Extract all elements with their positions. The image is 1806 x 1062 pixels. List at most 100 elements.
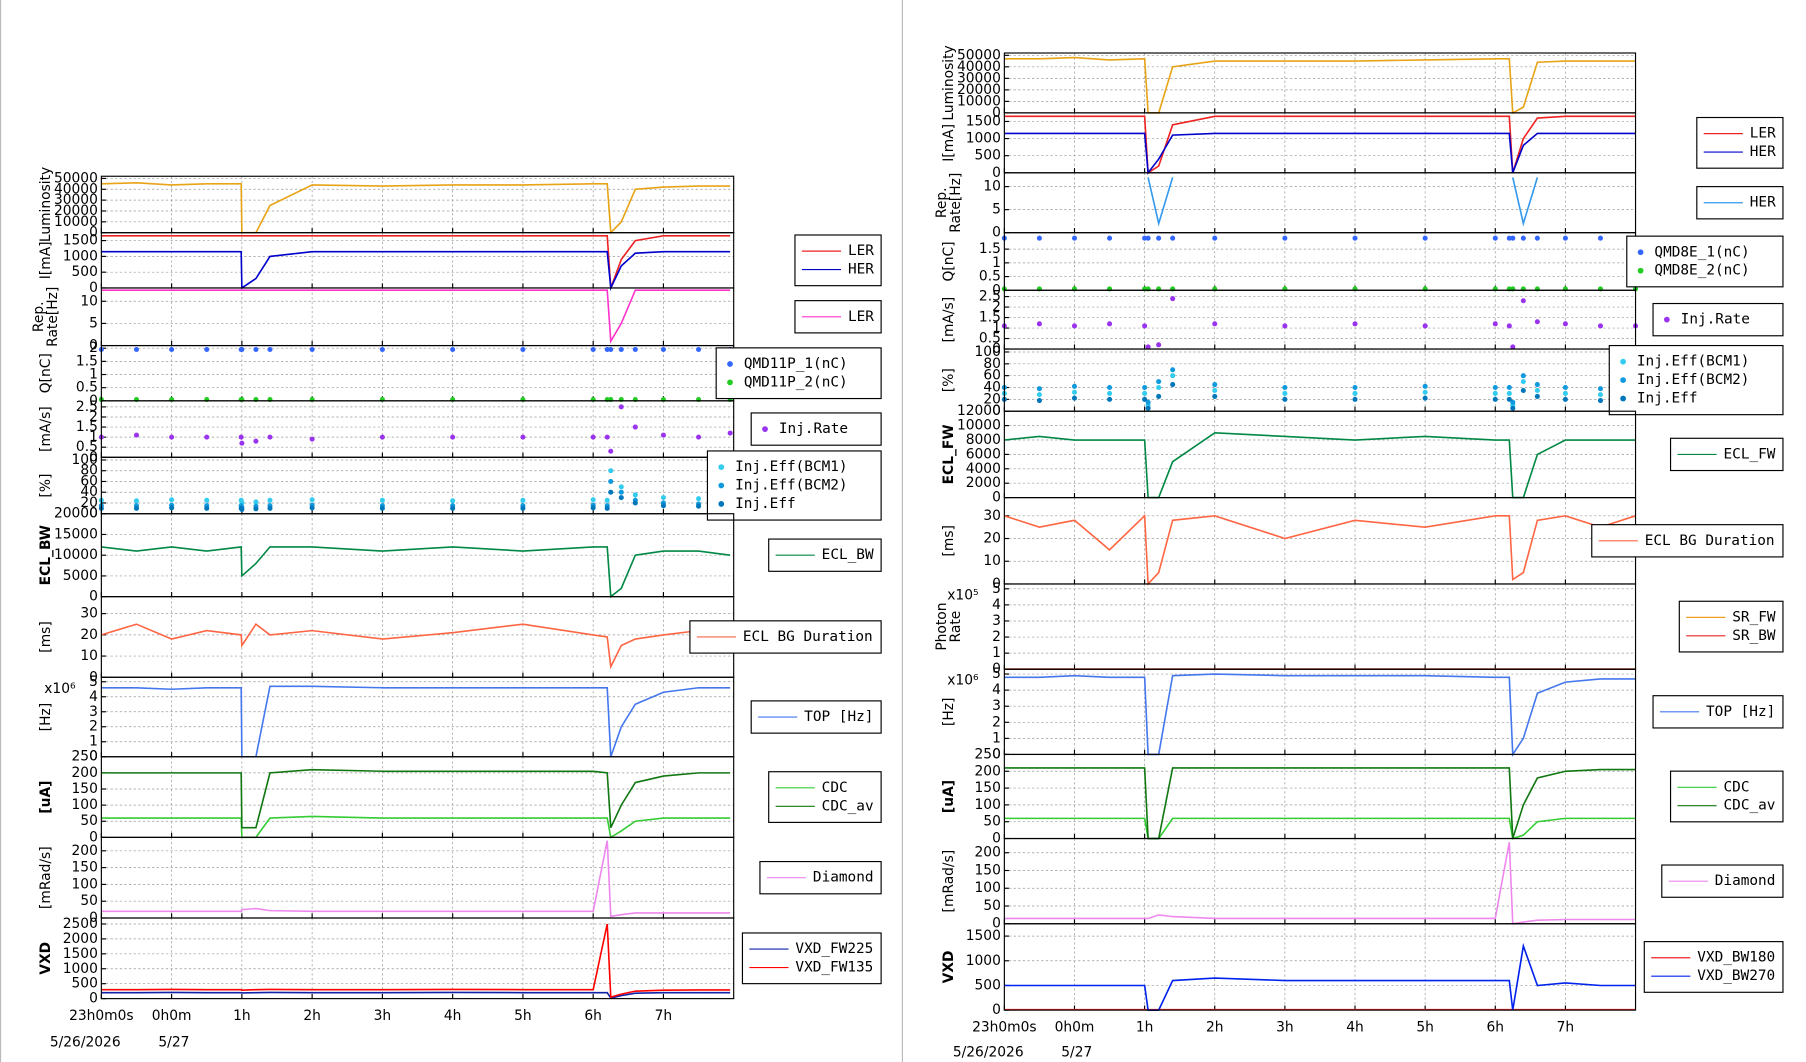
series-point: [267, 497, 273, 503]
legend: Diamond: [1661, 864, 1784, 898]
series-point: [608, 489, 614, 495]
series-point: [239, 506, 245, 512]
x-tick-label: 0h0m: [1055, 1019, 1095, 1035]
legend-label: Inj.Rate: [779, 421, 848, 437]
series-point: [1145, 405, 1151, 411]
series-point: [1145, 399, 1151, 405]
panel-frame: [100, 836, 735, 919]
y-tick-label: 100: [975, 880, 1001, 896]
series-point: [1282, 396, 1288, 402]
series-point: [1071, 235, 1078, 241]
y-tick-label: 2: [992, 299, 1001, 315]
y-tick-label: 200: [975, 845, 1001, 861]
y-tick-label: 150: [975, 780, 1001, 796]
y-tick-label: 50: [80, 813, 98, 829]
series-line: [101, 234, 731, 289]
series-point: [1142, 323, 1148, 329]
series-point: [520, 346, 526, 353]
series-point: [1506, 235, 1512, 241]
series-line: [1004, 942, 1636, 1011]
legend: Inj.Rate: [750, 412, 882, 446]
y-tick-label: 0: [89, 280, 98, 296]
series-point: [1156, 384, 1162, 391]
series-point: [590, 346, 596, 353]
x-tick-label: 6h: [1487, 1019, 1505, 1035]
series-point: [1156, 393, 1162, 399]
series-point: [1520, 379, 1526, 385]
series-point: [590, 497, 596, 503]
series-point: [1352, 396, 1358, 402]
legend-label: VXD_BW270: [1697, 968, 1775, 984]
series-point: [608, 468, 614, 474]
y-tick-label: 3: [992, 698, 1001, 714]
series-point: [309, 346, 315, 353]
x-tick-label: 2h: [1206, 1019, 1224, 1035]
legend-label: Inj.Eff(BCM1): [1637, 354, 1750, 370]
y-tick-label: 20: [983, 391, 1001, 407]
panel-frame: [1003, 232, 1637, 291]
series-point: [133, 498, 140, 504]
series-point: [1520, 298, 1526, 304]
legend-swatch: [727, 361, 733, 367]
y-tick-label: 1: [89, 367, 98, 383]
series-point: [1107, 396, 1113, 402]
series-point: [1422, 323, 1428, 329]
series-point: [632, 500, 638, 506]
panel-frame: [100, 232, 735, 289]
legend-label: HER: [1750, 195, 1776, 211]
series-point: [590, 434, 596, 440]
series-point: [1562, 396, 1568, 402]
y-axis-label: ECL_BW: [38, 525, 54, 585]
series-point: [1597, 235, 1604, 241]
legend: HER: [1696, 186, 1784, 220]
legend-swatch: [1663, 316, 1670, 323]
y-tick-label: 0: [89, 991, 98, 1007]
y-tick-label: 1.5: [979, 310, 1001, 326]
legend: CDC CDC_av: [1669, 770, 1784, 823]
y-tick-label: 200: [72, 765, 98, 781]
legend-label: TOP [Hz]: [1706, 704, 1775, 720]
series-point: [253, 346, 259, 353]
legend-box: [1652, 302, 1784, 337]
x-tick-label: 1h: [233, 1008, 251, 1024]
y-tick-label: 4000: [966, 461, 1001, 477]
panel-frame: [1003, 753, 1637, 840]
axis-multiplier: x10⁶: [947, 673, 979, 689]
y-tick-label: 1: [89, 734, 98, 750]
y-tick-label: 1500: [63, 233, 98, 249]
series-point: [604, 505, 610, 511]
y-tick-label: 60: [80, 473, 98, 489]
series-point: [1422, 389, 1428, 395]
series-point: [520, 505, 526, 511]
series-point: [590, 505, 596, 511]
y-tick-label: 0: [992, 105, 1001, 121]
y-tick-label: 5000: [63, 568, 98, 584]
panel-frame: [100, 917, 735, 1000]
y-axis-label: I[mA]: [941, 124, 957, 162]
legend: ECL_FW: [1669, 437, 1784, 472]
series-point: [169, 505, 175, 511]
legend: Inj.Rate: [1652, 302, 1784, 337]
y-axis-label: Rep.: [934, 187, 950, 218]
series-point: [267, 434, 273, 440]
legend: ECL_BW: [768, 538, 882, 572]
y-tick-label: 0: [992, 341, 1001, 357]
x-tick-label: 6h: [584, 1008, 602, 1024]
y-tick-label: 1: [992, 645, 1001, 661]
series-point: [696, 496, 702, 502]
series-point: [604, 346, 610, 353]
legend-swatch: [718, 482, 725, 489]
y-axis-label: [mA/s]: [38, 406, 54, 452]
series-point: [618, 346, 624, 353]
series-point: [1170, 382, 1176, 388]
legend-label: LER: [848, 309, 874, 325]
series-line: [101, 840, 731, 918]
series-point: [1520, 235, 1526, 241]
y-tick-label: 100: [72, 876, 98, 892]
legend-label: HER: [848, 262, 874, 278]
y-tick-label: 0: [89, 449, 98, 465]
y-tick-label: 2000: [63, 931, 98, 947]
panel-frame: [100, 344, 735, 402]
series-point: [632, 346, 638, 353]
